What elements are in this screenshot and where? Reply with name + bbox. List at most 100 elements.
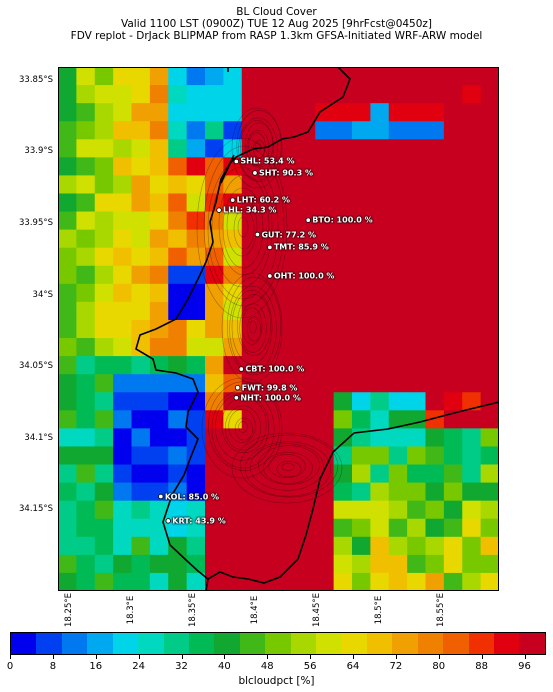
- grid-cell: [186, 193, 206, 212]
- station-marker-cbt[interactable]: [238, 366, 245, 372]
- grid-cell: [278, 446, 298, 465]
- colorbar-label: blcloudpct [%]: [238, 675, 315, 687]
- grid-cell: [94, 139, 114, 158]
- colorbar-tick-label: 8: [49, 661, 57, 672]
- grid-cell: [131, 103, 151, 122]
- station-marker-lht[interactable]: [229, 197, 236, 203]
- grid-cell: [113, 482, 132, 502]
- grid-cell: [223, 446, 243, 465]
- grid-cell: [388, 103, 408, 122]
- grid-cell: [388, 338, 408, 357]
- colorbar-tick-mark: [310, 655, 312, 659]
- grid-cell: [58, 193, 77, 212]
- grid-cell: [149, 211, 169, 231]
- grid-cell: [296, 338, 316, 357]
- grid-cell: [113, 103, 132, 122]
- grid-cell: [113, 374, 132, 393]
- station-marker-fwt[interactable]: [234, 384, 241, 391]
- grid-cell: [223, 464, 243, 483]
- grid-cell: [76, 518, 96, 538]
- colorbar-tick-mark: [353, 655, 355, 659]
- grid-cell: [425, 428, 445, 447]
- colorbar-tick-label: 56: [303, 661, 317, 672]
- station-label-fwt: FWT: 99.8 %: [241, 383, 298, 393]
- grid-cell: [58, 103, 77, 122]
- grid-cell: [425, 67, 445, 86]
- grid-cell: [58, 446, 77, 465]
- colorbar-tick-label: 24: [132, 661, 145, 672]
- grid-cell: [462, 464, 482, 483]
- grid-cell: [186, 356, 206, 375]
- contour-line: [211, 166, 273, 288]
- station-marker-tmt[interactable]: [267, 244, 273, 251]
- station-marker-kol[interactable]: [158, 493, 164, 500]
- grid-cell: [407, 319, 426, 339]
- grid-cell: [388, 518, 408, 538]
- grid-cell: [315, 103, 335, 122]
- grid-cell: [168, 193, 188, 212]
- station-marker-lhl[interactable]: [216, 207, 222, 213]
- grid-cell: [131, 554, 151, 574]
- contour-line: [263, 452, 313, 484]
- grid-cell: [113, 554, 132, 574]
- grid-cell: [296, 247, 316, 267]
- grid-cell: [462, 572, 482, 591]
- cloud-cover-map[interactable]: SHL: 53.4 % SHT: 90.3 % LHT: 60.2 % LHL: 34…: [58, 67, 499, 591]
- grid-cell: [260, 554, 279, 574]
- grid-cell: [241, 464, 261, 483]
- grid-cell: [425, 338, 445, 357]
- contour-line: [221, 396, 267, 454]
- grid-cell: [333, 67, 353, 86]
- grid-cell: [407, 157, 426, 176]
- grid-cell: [425, 265, 445, 285]
- grid-cell: [462, 410, 482, 429]
- grid-cell: [241, 392, 261, 411]
- grid-cell: [407, 572, 426, 591]
- station-marker-gut[interactable]: [254, 231, 261, 238]
- grid-cell: [149, 247, 169, 267]
- grid-cell: [58, 211, 77, 231]
- grid-cell: [186, 572, 206, 591]
- grid-cell: [186, 536, 206, 556]
- grid-cell: [352, 175, 371, 194]
- grid-cell: [407, 85, 426, 104]
- grid-cell: [58, 482, 77, 502]
- grid-cell: [296, 265, 316, 285]
- grid-cell: [333, 247, 353, 267]
- grid-cell: [315, 500, 335, 520]
- grid-cell: [425, 319, 445, 339]
- grid-cell: [241, 283, 261, 303]
- grid-cell: [278, 175, 298, 194]
- grid-cell: [315, 139, 335, 158]
- grid-cell: [388, 464, 408, 483]
- colorbar-segment: [112, 633, 139, 654]
- grid-cell: [113, 301, 132, 321]
- station-marker-shl[interactable]: [233, 158, 240, 165]
- grid-cell: [333, 265, 353, 285]
- grid-cell: [370, 301, 390, 321]
- contour-line: [248, 132, 266, 160]
- grid-cell: [149, 229, 169, 249]
- grid-cell: [241, 536, 261, 556]
- grid-cell: [149, 175, 169, 194]
- station-marker-bto[interactable]: [305, 217, 311, 223]
- station-marker-sht[interactable]: [252, 170, 258, 176]
- grid-cell: [315, 392, 335, 411]
- grid-cell: [205, 410, 224, 429]
- station-marker-nht[interactable]: [233, 395, 240, 401]
- grid-cell: [241, 85, 261, 104]
- grid-cell: [425, 356, 445, 375]
- station-marker-oht[interactable]: [267, 273, 273, 279]
- grid-cell: [149, 85, 169, 104]
- station-marker-krt[interactable]: [165, 518, 171, 524]
- grid-cell: [352, 446, 371, 465]
- grid-cell: [76, 121, 96, 140]
- colorbar: [10, 632, 546, 655]
- grid-cell: [425, 157, 445, 176]
- grid-cell: [94, 319, 114, 339]
- map-plot: [58, 67, 499, 591]
- grid-cell: [149, 392, 169, 411]
- grid-cell: [113, 175, 132, 194]
- grid-cell: [388, 247, 408, 267]
- grid-cell: [131, 500, 151, 520]
